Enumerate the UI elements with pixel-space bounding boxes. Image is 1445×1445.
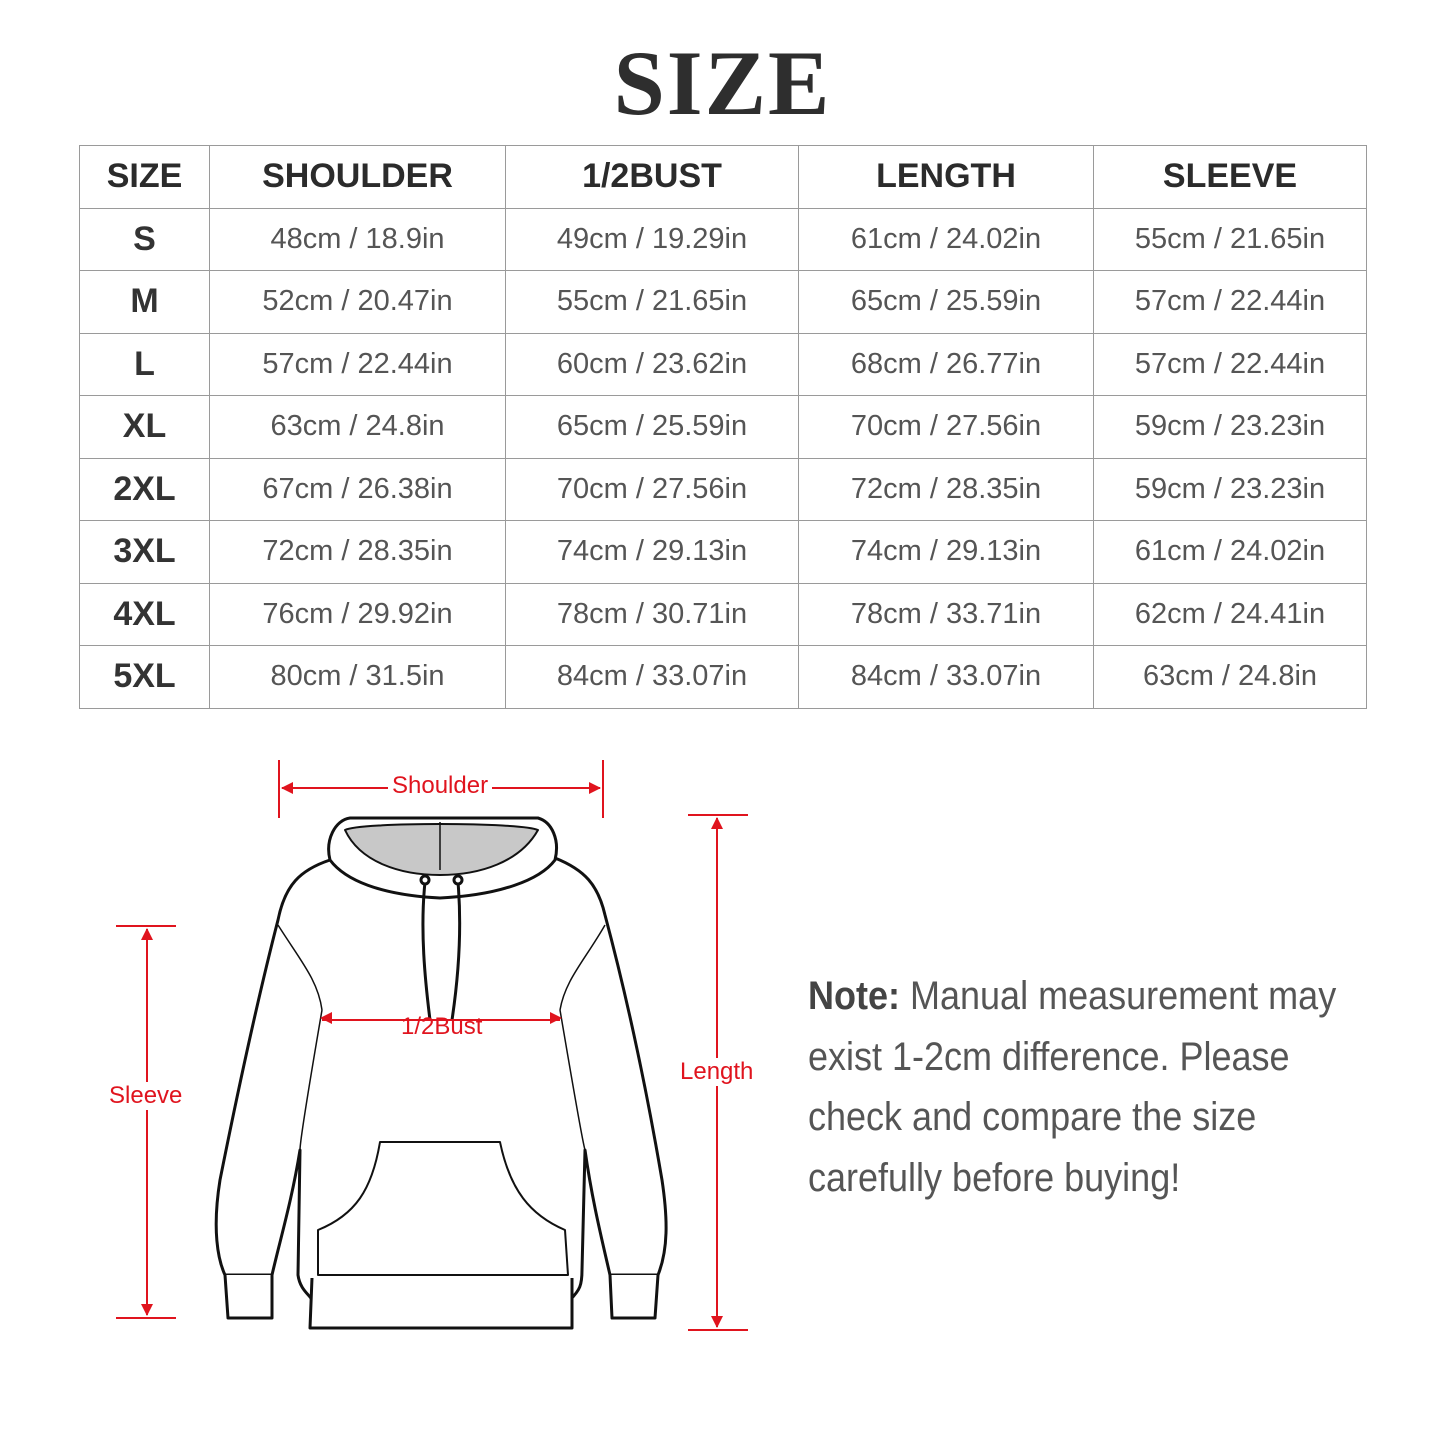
measurement-cell: 70cm / 27.56in — [505, 457, 799, 521]
note-label: Note: — [808, 974, 900, 1018]
measurement-cell: 74cm / 29.13in — [505, 520, 799, 584]
page-title: SIZE — [613, 32, 832, 134]
measurement-cell: 70cm / 27.56in — [798, 395, 1094, 459]
measurement-cell: 57cm / 22.44in — [1093, 270, 1367, 334]
table-row: M 52cm / 20.47in 55cm / 21.65in 65cm / 25.5… — [79, 270, 1367, 334]
table-row: 2XL 67cm / 26.38in 70cm / 27.56in 72cm / 28… — [79, 457, 1367, 521]
table-row: XL 63cm / 24.8in 65cm / 25.59in 70cm / 27.5… — [79, 395, 1367, 459]
hoodie-illustration — [214, 816, 668, 1330]
measurement-cell: 80cm / 31.5in — [209, 645, 506, 709]
measurement-cell: 72cm / 28.35in — [209, 520, 506, 584]
measurement-cell: 55cm / 21.65in — [505, 270, 799, 334]
table-row: 4XL 76cm / 29.92in 78cm / 30.71in 78cm / 33… — [79, 582, 1367, 646]
measurement-cell: 62cm / 24.41in — [1093, 582, 1367, 646]
sleeve-label: Sleeve — [105, 1082, 187, 1110]
measurement-cell: 74cm / 29.13in — [798, 520, 1094, 584]
column-header: SIZE — [79, 145, 210, 209]
measurement-cell: 59cm / 23.23in — [1093, 395, 1367, 459]
measurement-cell: 68cm / 26.77in — [798, 332, 1094, 396]
measurement-cell: 63cm / 24.8in — [209, 395, 506, 459]
bust-label: 1/2Bust — [401, 1013, 483, 1040]
measurement-cell: 65cm / 25.59in — [505, 395, 799, 459]
shoulder-label: Shoulder — [388, 772, 493, 800]
measurement-cell: 67cm / 26.38in — [209, 457, 506, 521]
column-header: 1/2BUST — [505, 145, 799, 209]
size-cell: XL — [79, 395, 210, 459]
measurement-cell: 61cm / 24.02in — [798, 207, 1094, 271]
size-cell: 4XL — [79, 582, 210, 646]
table-row: 3XL 72cm / 28.35in 74cm / 29.13in 74cm / 29… — [79, 520, 1367, 584]
measurement-cell: 65cm / 25.59in — [798, 270, 1094, 334]
table-row: 5XL 80cm / 31.5in 84cm / 33.07in 84cm / 33.… — [79, 645, 1367, 709]
column-header: SLEEVE — [1093, 145, 1367, 209]
size-cell: 3XL — [79, 520, 210, 584]
size-table: SIZE SHOULDER 1/2BUST LENGTH SLEEVE S 48cm / … — [79, 145, 1367, 709]
hoodie-diagram — [116, 760, 748, 1331]
size-cell: L — [79, 332, 210, 396]
measurement-cell: 55cm / 21.65in — [1093, 207, 1367, 271]
measurement-cell: 60cm / 23.62in — [505, 332, 799, 396]
size-cell: S — [79, 207, 210, 271]
measurement-cell: 78cm / 33.71in — [798, 582, 1094, 646]
measurement-cell: 72cm / 28.35in — [798, 457, 1094, 521]
sleeve-measure-arrow — [116, 925, 176, 1319]
measurement-cell: 76cm / 29.92in — [209, 582, 506, 646]
measurement-cell: 49cm / 19.29in — [505, 207, 799, 271]
size-cell: 5XL — [79, 645, 210, 709]
measurement-cell: 52cm / 20.47in — [209, 270, 506, 334]
length-label: Length — [676, 1058, 758, 1086]
measurement-cell: 48cm / 18.9in — [209, 207, 506, 271]
table-row: L 57cm / 22.44in 60cm / 23.62in 68cm / 26.7… — [79, 332, 1367, 396]
measurement-cell: 63cm / 24.8in — [1093, 645, 1367, 709]
note-text: Note: Manual measurement may exist 1-2cm… — [808, 966, 1384, 1208]
measurement-cell: 57cm / 22.44in — [209, 332, 506, 396]
column-header: SHOULDER — [209, 145, 506, 209]
measurement-cell: 57cm / 22.44in — [1093, 332, 1367, 396]
measurement-cell: 84cm / 33.07in — [505, 645, 799, 709]
bust-measure-arrow — [320, 1012, 562, 1024]
table-row: S 48cm / 18.9in 49cm / 19.29in 61cm / 24.02… — [79, 207, 1367, 271]
table-header-row: SIZE SHOULDER 1/2BUST LENGTH SLEEVE — [79, 145, 1367, 209]
measurement-cell: 61cm / 24.02in — [1093, 520, 1367, 584]
size-cell: 2XL — [79, 457, 210, 521]
measurement-cell: 78cm / 30.71in — [505, 582, 799, 646]
measurement-cell: 59cm / 23.23in — [1093, 457, 1367, 521]
size-cell: M — [79, 270, 210, 334]
measurement-cell: 84cm / 33.07in — [798, 645, 1094, 709]
note-body: Manual measurement may exist 1-2cm diffe… — [808, 974, 1337, 1200]
column-header: LENGTH — [798, 145, 1094, 209]
